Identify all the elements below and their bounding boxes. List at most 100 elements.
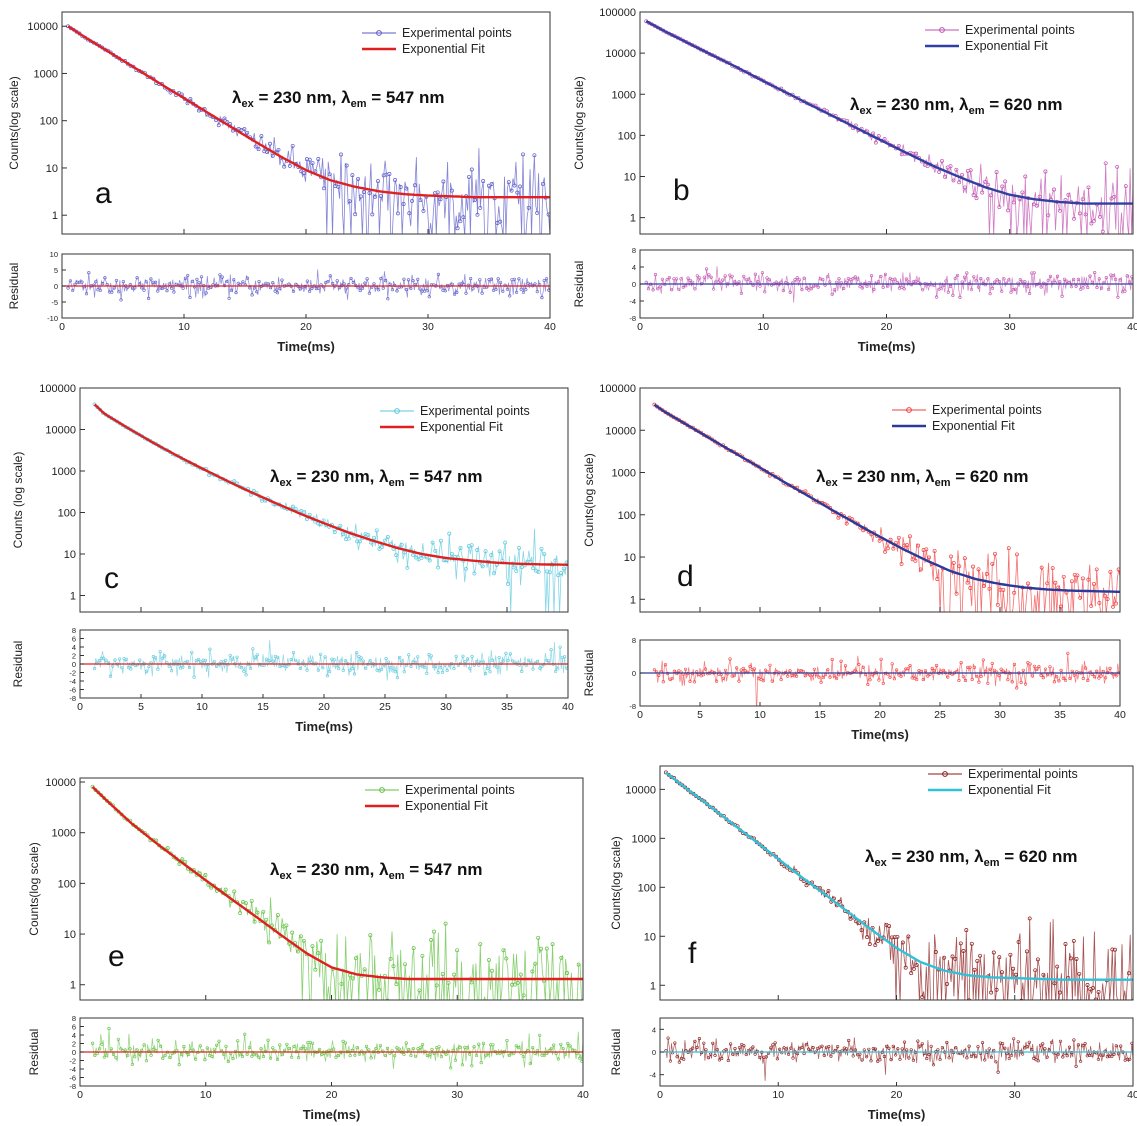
residual-axis-label: Residual — [609, 1029, 623, 1076]
y-tick-label: 1 — [52, 210, 58, 222]
annotation-lambda: λ — [959, 95, 969, 114]
fit-curve-e — [91, 786, 583, 981]
experimental-trace — [646, 20, 1133, 234]
annotation-ex-sub: ex — [279, 477, 292, 489]
residual-y-tick-label: 4 — [72, 1031, 76, 1040]
x-tick-label: 10 — [178, 321, 190, 333]
annotation-ex-text: = 230 nm, — [887, 847, 974, 866]
x-tick-label: 0 — [77, 1089, 83, 1101]
x-tick-label: 20 — [326, 1089, 338, 1101]
panel-letter: b — [673, 174, 690, 207]
y-tick-label: 1 — [630, 594, 636, 606]
y-tick-label: 100 — [58, 878, 76, 890]
main-plot-frame — [639, 387, 1121, 613]
residual-y-tick-label: 6 — [72, 635, 76, 644]
x-axis-label: Time(ms) — [868, 1107, 926, 1122]
residual-markers — [652, 651, 1120, 690]
residual-points-f — [664, 1036, 1133, 1081]
x-axis-label: Time(ms) — [295, 719, 353, 734]
annotation-ex-sub: ex — [825, 477, 838, 489]
residual-y-tick-label: 0 — [652, 1048, 656, 1057]
y-axis-label: Counts(log scale) — [582, 453, 596, 546]
residual-points-e — [91, 1026, 583, 1070]
annotation-ex-text: = 230 nm, — [292, 860, 379, 879]
residual-axis-label: Residual — [582, 650, 596, 697]
y-axis-label: Counts(log scale) — [609, 836, 623, 929]
residual-y-tick-label: 10 — [50, 250, 58, 259]
x-tick-label: 0 — [637, 709, 643, 721]
legend-marker-experimental — [394, 408, 400, 414]
y-axis-label: Counts(log scale) — [7, 76, 21, 169]
x-tick-label: 15 — [814, 709, 826, 721]
annotation-lambda: λ — [974, 847, 984, 866]
annotation-em-text: = 547 nm — [405, 467, 483, 486]
y-tick-label: 10000 — [605, 425, 636, 437]
experimental-trace — [94, 404, 568, 612]
residual-y-tick-label: -8 — [69, 1082, 76, 1091]
experimental-markers — [652, 402, 1120, 609]
legend-label-experimental: Experimental points — [968, 767, 1078, 781]
legend: Experimental points Exponential Fit — [892, 403, 1042, 433]
x-tick-label: 5 — [697, 709, 703, 721]
x-tick-label: 10 — [757, 321, 769, 333]
x-tick-label: 20 — [891, 1089, 903, 1101]
y-tick-label: 1 — [70, 590, 76, 602]
annotation-em-text: = 547 nm — [367, 88, 445, 107]
experimental-points-c — [92, 402, 568, 612]
residual-y-tick-label: -4 — [649, 1071, 656, 1080]
legend-marker-experimental — [376, 30, 382, 36]
x-tick-label: 0 — [59, 321, 65, 333]
experimental-markers — [90, 784, 581, 1000]
excitation-emission-annotation: λex = 230 nm, λem = 620 nm — [816, 467, 1028, 489]
excitation-emission-annotation: λex = 230 nm, λem = 547 nm — [270, 467, 482, 489]
residual-y-tick-label: 0 — [632, 669, 636, 678]
residual-markers — [664, 1036, 1133, 1074]
annotation-em-text: = 620 nm — [1000, 847, 1078, 866]
x-tick-label: 15 — [257, 701, 269, 713]
x-tick-label: 30 — [422, 321, 434, 333]
x-tick-label: 25 — [379, 701, 391, 713]
legend-label-fit: Exponential Fit — [420, 420, 503, 434]
x-tick-label: 30 — [1004, 321, 1016, 333]
residual-y-tick-label: 8 — [72, 1014, 76, 1023]
residual-points-d — [652, 651, 1120, 706]
legend: Experimental points Exponential Fit — [365, 783, 515, 813]
legend-label-fit: Exponential Fit — [405, 799, 488, 813]
y-tick-label: 100 — [638, 882, 656, 894]
annotation-lambda: λ — [270, 860, 280, 879]
annotation-lambda: λ — [270, 467, 280, 486]
x-tick-label: 30 — [994, 709, 1006, 721]
experimental-trace — [67, 25, 550, 234]
annotation-em-text: = 620 nm — [951, 467, 1029, 486]
y-tick-label: 100000 — [599, 383, 636, 395]
residual-y-tick-label: 5 — [54, 266, 58, 275]
experimental-trace — [654, 404, 1120, 612]
y-tick-label: 10 — [46, 163, 58, 175]
y-tick-label: 10 — [644, 931, 656, 943]
residual-y-tick-label: 0 — [54, 282, 58, 291]
x-tick-label: 20 — [881, 321, 893, 333]
y-tick-label: 100 — [40, 116, 58, 128]
residual-y-tick-label: -8 — [629, 314, 636, 323]
annotation-lambda: λ — [816, 467, 826, 486]
residual-axis-label: Residual — [7, 263, 21, 310]
x-axis-label: Time(ms) — [303, 1107, 361, 1122]
x-tick-label: 0 — [77, 701, 83, 713]
residual-markers — [93, 645, 568, 680]
residual-y-tick-label: -2 — [69, 669, 76, 678]
residual-markers — [644, 267, 1133, 299]
y-tick-label: 100000 — [599, 7, 636, 19]
x-tick-label: 40 — [562, 701, 574, 713]
residual-y-tick-label: 0 — [632, 280, 636, 289]
panel-letter: e — [108, 940, 125, 973]
panel-letter: c — [104, 562, 119, 595]
x-tick-label: 20 — [318, 701, 330, 713]
legend-label-experimental: Experimental points — [420, 404, 530, 418]
annotation-lambda: λ — [865, 847, 875, 866]
experimental-points-a — [66, 24, 550, 234]
residual-axis-label: Residual — [27, 1029, 41, 1076]
annotation-lambda: λ — [379, 467, 389, 486]
